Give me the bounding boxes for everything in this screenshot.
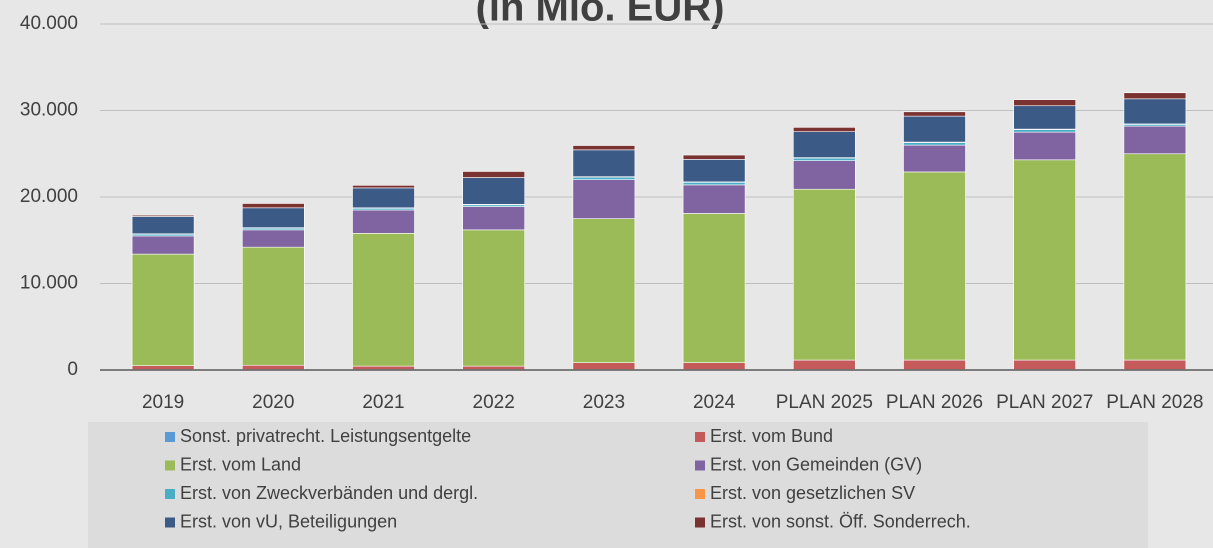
bar-segment [682, 362, 746, 370]
legend-label: Erst. vom Bund [710, 426, 833, 446]
bar-segment [352, 209, 415, 234]
x-tick-label: 2022 [473, 392, 515, 413]
bar-segment [1013, 159, 1077, 361]
legend-swatch [165, 489, 175, 499]
legend-swatch [695, 517, 705, 528]
bar-segment [242, 203, 305, 209]
bar-segment [1123, 359, 1187, 370]
x-tick-label: PLAN 2026 [886, 392, 983, 413]
y-tick-label: 0 [67, 359, 78, 380]
bar-segment [903, 171, 966, 361]
x-tick-label: 2019 [142, 392, 184, 413]
legend-label: Erst. von vU, Beteiligungen [180, 511, 397, 531]
bar-segment [792, 188, 856, 361]
legend-swatch [695, 432, 705, 442]
x-tick-label: PLAN 2025 [776, 392, 873, 413]
bar-segment [1013, 131, 1077, 161]
bar-segment [682, 159, 746, 183]
y-tick-label: 10.000 [20, 273, 78, 294]
x-tick-label: 2021 [362, 392, 404, 413]
legend-label: Erst. von Gemeinden (GV) [710, 454, 922, 474]
legend-swatch [165, 460, 175, 471]
bar-segment [792, 127, 856, 132]
bar-segment [572, 362, 636, 370]
bar-segment [792, 160, 856, 190]
bar-segment [462, 177, 526, 205]
bar-segment [242, 364, 305, 370]
y-tick-label: 30.000 [20, 100, 78, 121]
legend-swatch [695, 460, 705, 471]
bar-segment [792, 359, 856, 370]
bar-segment [792, 131, 856, 158]
bar-segment [352, 185, 415, 189]
legend-swatch [695, 489, 705, 499]
bar-segment [242, 246, 305, 366]
legend-label: Erst. von sonst. Öff. Sonderrech. [710, 511, 971, 531]
x-tick-label: 2023 [583, 392, 625, 413]
bar-segment [903, 111, 966, 117]
bar-segment [572, 149, 636, 177]
bar-segment [682, 213, 746, 363]
bar-segment [682, 154, 746, 160]
bar-segment [792, 157, 856, 161]
legend-label: Erst. vom Land [180, 454, 301, 474]
bar-segment [131, 214, 195, 217]
y-tick-label: 40.000 [20, 13, 78, 34]
x-tick-label: 2020 [252, 392, 294, 413]
bar-segment [903, 359, 966, 370]
x-tick-label: PLAN 2027 [996, 392, 1093, 413]
bar-segment [903, 144, 966, 173]
bar-segment [462, 171, 526, 178]
bar-segment [1123, 98, 1187, 125]
bar-segment [572, 176, 636, 180]
legend-box [88, 422, 1148, 548]
legend-label: Erst. von gesetzlichen SV [710, 483, 915, 503]
legend-swatch [165, 517, 175, 528]
bar-segment [903, 142, 966, 146]
bar-segment [242, 229, 305, 248]
bar-segment [1013, 359, 1077, 370]
bar-segment [903, 115, 966, 143]
legend-label: Sonst. privatrecht. Leistungsentgelte [180, 426, 471, 446]
bar-segment [131, 216, 195, 235]
bar-segment [131, 253, 195, 366]
y-tick-label: 20.000 [20, 186, 78, 207]
bar-segment [1013, 99, 1077, 107]
legend-swatch [165, 432, 175, 442]
bar-segment [1013, 105, 1077, 130]
bar-segment [1013, 129, 1077, 133]
bar-segment [1123, 92, 1187, 100]
bar-segment [131, 235, 195, 255]
bar-segment [352, 187, 415, 209]
bar-segment [462, 229, 526, 367]
bar-segment [572, 145, 636, 151]
legend-label: Erst. von Zweckverbänden und dergl. [180, 483, 478, 503]
chart-title: (in Mio. EUR) [476, 0, 725, 30]
bar-segment [242, 207, 305, 229]
bar-segment [131, 365, 195, 370]
bar-segment [572, 218, 636, 363]
bar-segment [1123, 153, 1187, 361]
x-tick-label: 2024 [693, 392, 736, 413]
bar-segment [572, 179, 636, 219]
bar-segment [682, 181, 746, 186]
x-tick-label: PLAN 2028 [1106, 392, 1203, 413]
bar-segment [1123, 125, 1187, 155]
bar-segment [352, 233, 415, 367]
bar-segment [462, 365, 526, 370]
bar-segment [352, 365, 415, 370]
bar-segment [682, 184, 746, 214]
bar-segment [462, 206, 526, 231]
